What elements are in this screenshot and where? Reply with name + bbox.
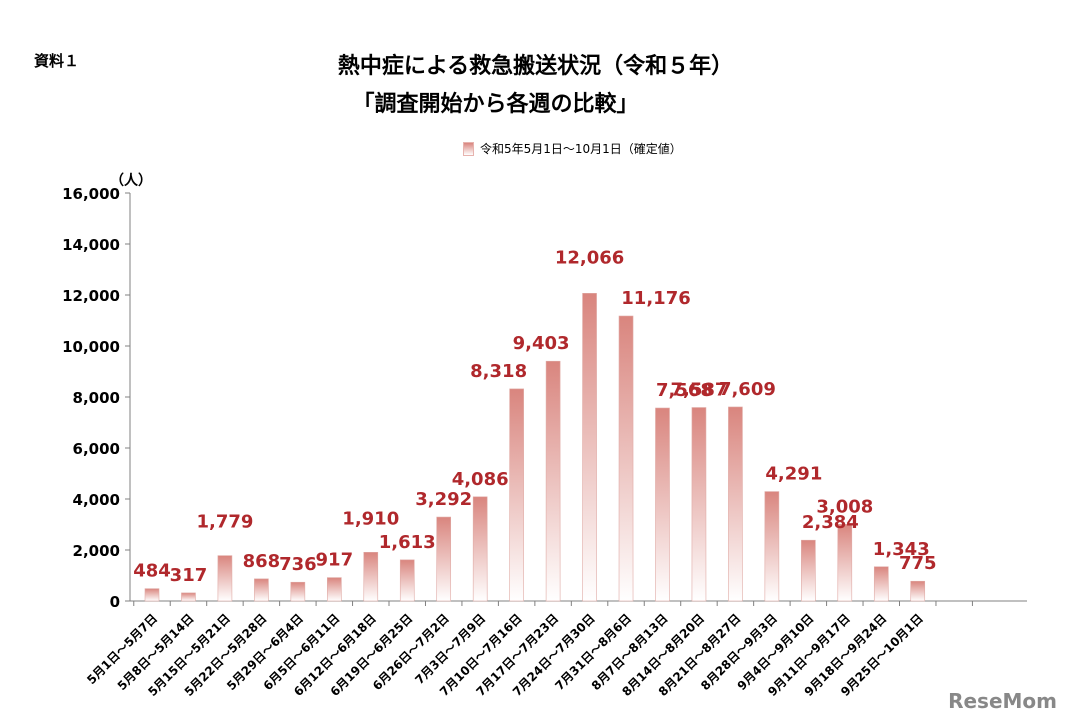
y-tick-label: 14,000	[62, 236, 120, 254]
y-tick-label: 0	[110, 593, 120, 611]
data-label: 868	[243, 551, 281, 572]
bar	[910, 580, 926, 602]
data-label: 3,008	[816, 496, 873, 517]
data-label: 4,086	[452, 469, 509, 490]
data-label: 917	[316, 550, 354, 571]
bar	[290, 581, 306, 602]
bar	[399, 559, 415, 602]
data-label: 7,587	[670, 380, 727, 401]
data-label: 1,910	[342, 508, 399, 529]
bar	[217, 555, 233, 602]
y-tick-label: 2,000	[73, 542, 120, 560]
data-label: 1,613	[379, 532, 436, 553]
bar	[582, 293, 597, 602]
y-tick-label: 4,000	[73, 491, 120, 509]
bar	[472, 496, 488, 602]
bar	[436, 516, 452, 602]
bar	[144, 588, 160, 602]
data-label: 3,292	[415, 489, 472, 510]
legend-label: 令和5年5月1日～10月1日（確定値）	[480, 142, 682, 156]
bar	[181, 592, 196, 602]
bar	[801, 539, 816, 602]
bar	[728, 406, 743, 602]
data-label: 11,176	[621, 288, 690, 309]
bar	[254, 578, 269, 602]
bar	[545, 360, 561, 602]
data-label: 8,318	[470, 361, 527, 382]
y-axis-unit: （人）	[110, 172, 152, 189]
y-tick-label: 10,000	[62, 338, 120, 356]
data-label: 1,779	[196, 512, 253, 533]
y-tick-label: 8,000	[73, 389, 120, 407]
bar	[837, 523, 853, 602]
bar	[764, 491, 780, 602]
bar	[509, 388, 524, 602]
bar	[691, 407, 707, 602]
data-label: 9,403	[513, 333, 570, 354]
data-label: 2,384	[802, 512, 859, 533]
document-label: 資料１	[34, 52, 80, 70]
bar	[363, 551, 379, 602]
y-tick-label: 6,000	[73, 440, 120, 458]
bar	[327, 577, 342, 602]
legend: 令和5年5月1日～10月1日（確定値）	[463, 140, 682, 157]
data-label: 12,066	[555, 247, 624, 268]
y-tick-label: 16,000	[62, 185, 120, 203]
data-label: 775	[899, 553, 937, 574]
data-label: 7,568	[656, 380, 713, 401]
bar	[873, 566, 889, 602]
data-label: 317	[170, 565, 208, 586]
chart-title: 熱中症による救急搬送状況（令和５年）	[337, 54, 734, 79]
data-label: 7,609	[719, 379, 776, 400]
data-label: 484	[133, 561, 171, 582]
data-label: 736	[279, 554, 317, 575]
chart-subtitle: 「調査開始から各週の比較」	[352, 92, 639, 117]
y-tick-label: 12,000	[62, 287, 120, 305]
bar	[618, 315, 634, 602]
legend-swatch	[463, 141, 474, 156]
data-label: 1,343	[873, 539, 930, 560]
data-label: 4,291	[765, 464, 822, 485]
watermark-logo: ReseMom	[948, 689, 1057, 713]
bar	[655, 407, 670, 602]
